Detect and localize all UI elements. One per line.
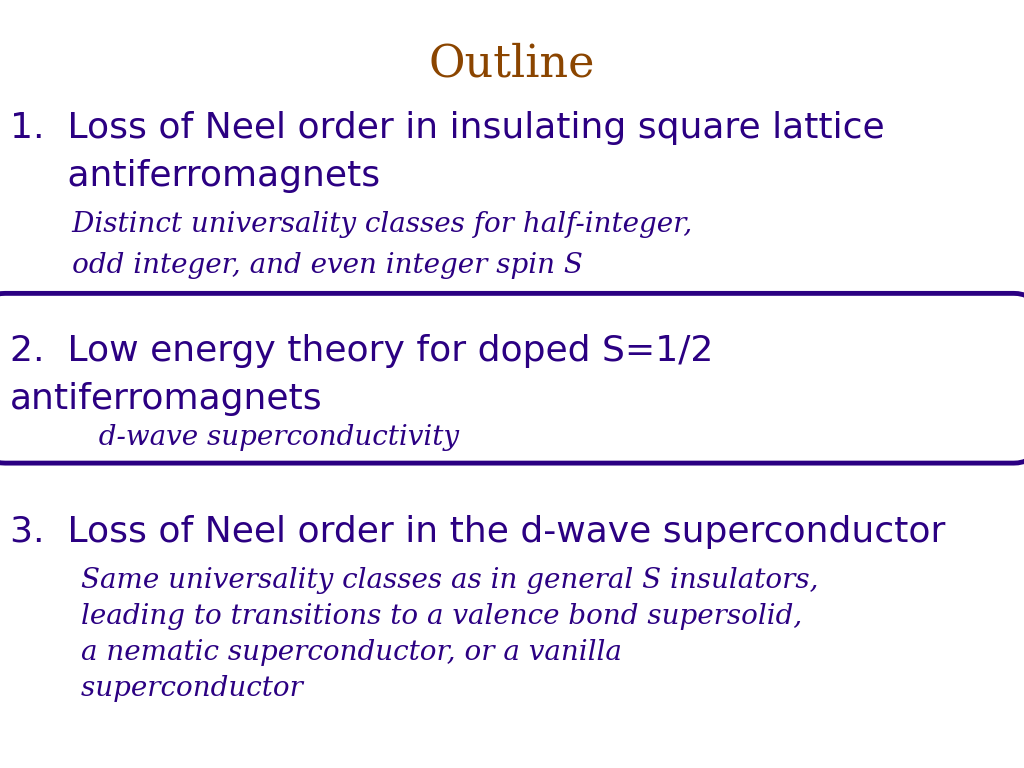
Text: 1.  Loss of Neel order in insulating square lattice: 1. Loss of Neel order in insulating squa… <box>10 111 885 145</box>
Text: antiferromagnets: antiferromagnets <box>10 382 323 415</box>
Text: superconductor: superconductor <box>10 675 303 702</box>
Text: Same universality classes as in general S insulators,: Same universality classes as in general … <box>10 567 819 594</box>
Text: leading to transitions to a valence bond supersolid,: leading to transitions to a valence bond… <box>10 603 803 630</box>
Text: Distinct universality classes for half-integer,: Distinct universality classes for half-i… <box>10 211 692 238</box>
Text: Outline: Outline <box>429 42 595 85</box>
Text: 3.  Loss of Neel order in the d-wave superconductor: 3. Loss of Neel order in the d-wave supe… <box>10 515 945 548</box>
Text: antiferromagnets: antiferromagnets <box>10 159 380 193</box>
Text: d-wave superconductivity: d-wave superconductivity <box>10 424 459 451</box>
Text: a nematic superconductor, or a vanilla: a nematic superconductor, or a vanilla <box>10 639 623 666</box>
Text: 2.  Low energy theory for doped S=1/2: 2. Low energy theory for doped S=1/2 <box>10 334 714 368</box>
Text: odd integer, and even integer spin S: odd integer, and even integer spin S <box>10 252 583 279</box>
FancyBboxPatch shape <box>0 293 1024 463</box>
